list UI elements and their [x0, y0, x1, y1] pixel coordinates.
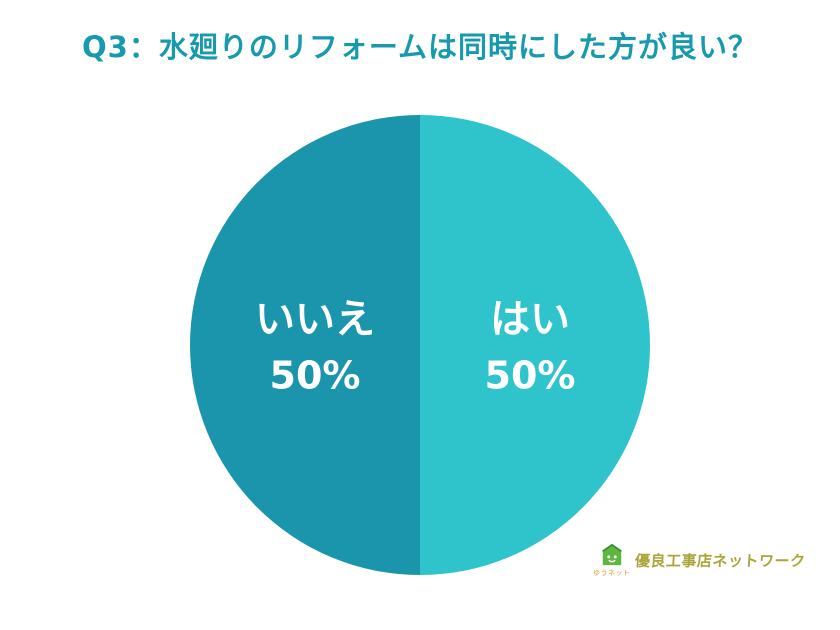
slice-percent-no: 50%	[269, 353, 361, 398]
logo-brand-text: 優良工事店ネットワーク	[634, 552, 807, 570]
pie-chart	[190, 115, 650, 575]
brand-logo: ゆうネット 優良工事店ネットワーク	[593, 543, 807, 578]
slice-name-no: いいえ	[255, 296, 375, 343]
chart-title: Q3：水廻りのリフォームは同時にした方が良い？	[82, 30, 758, 64]
logo-subtext: ゆうネット	[592, 569, 631, 577]
logo-icon-wrap: ゆうネット	[593, 543, 631, 578]
slice-label-yes: はい 50%	[485, 290, 576, 403]
logo-mascot-icon	[601, 543, 622, 566]
slice-name-yes: はい	[490, 296, 570, 343]
slice-percent-yes: 50%	[484, 353, 576, 398]
pie-chart-area: いいえ 50% はい 50%	[190, 115, 650, 575]
slice-label-no: いいえ 50%	[255, 290, 375, 403]
